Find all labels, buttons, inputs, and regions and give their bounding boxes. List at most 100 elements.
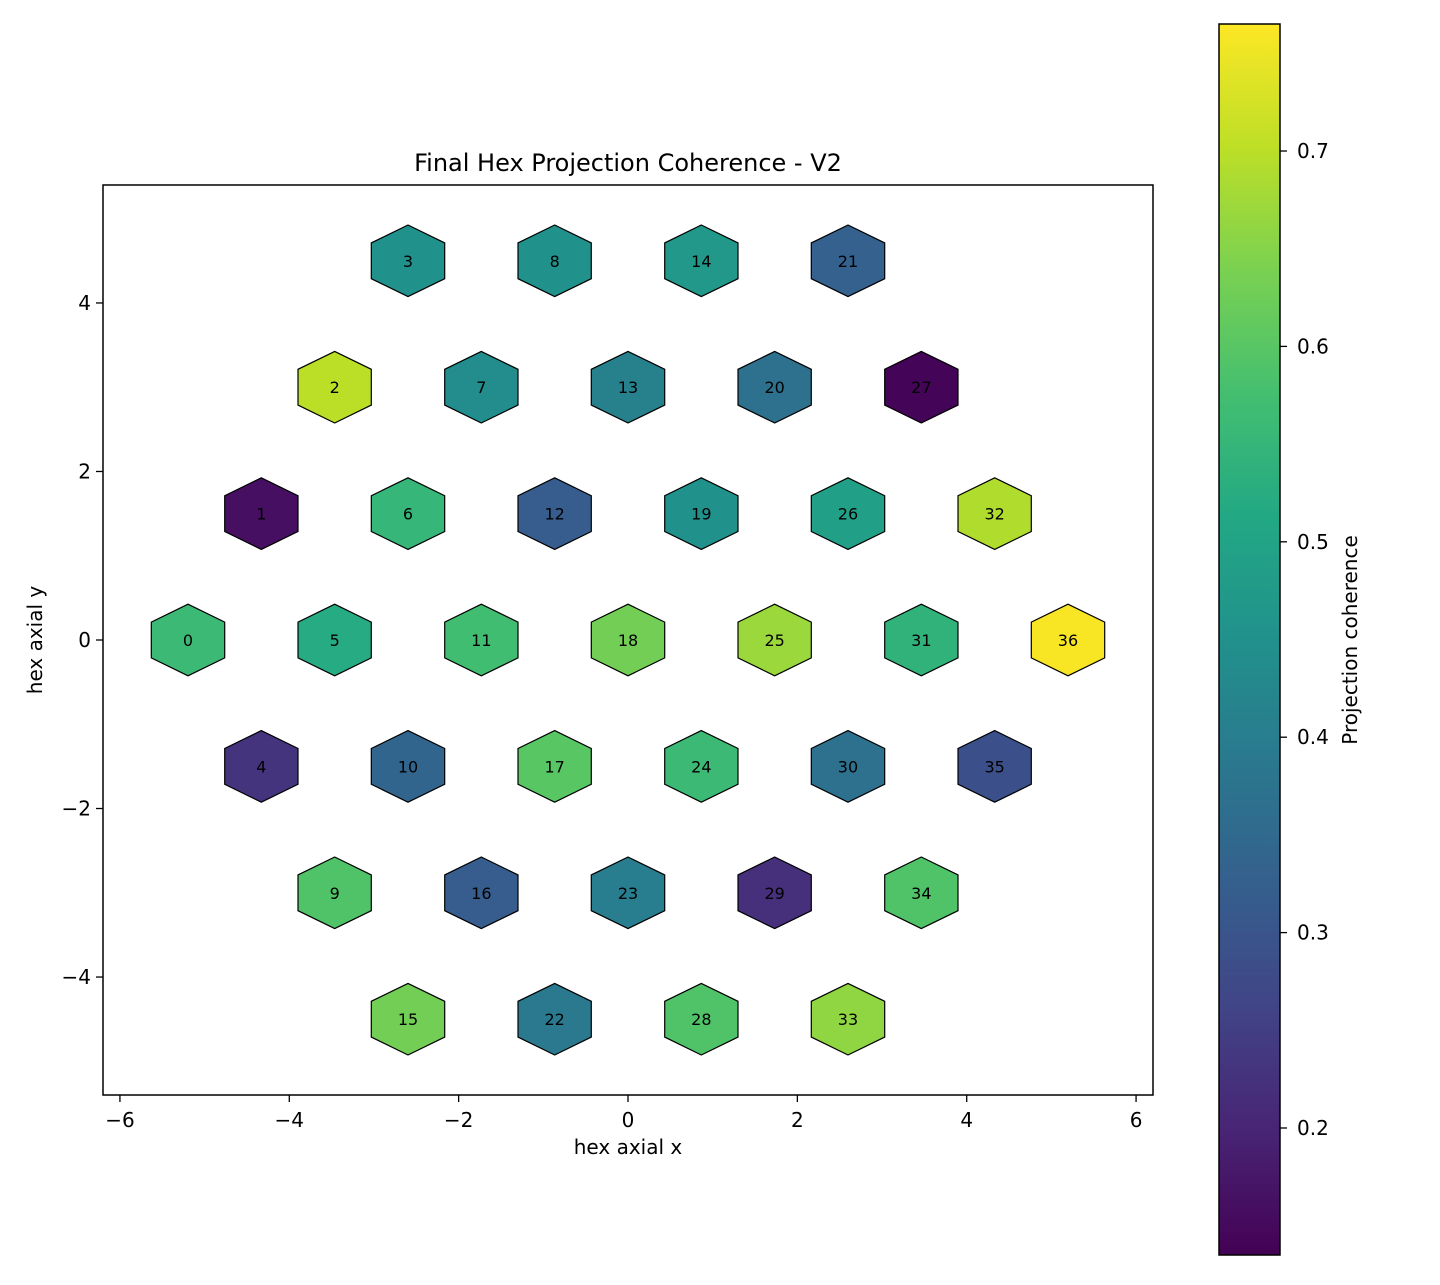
hex-cell-shape <box>590 350 666 424</box>
hex-cell-shape <box>517 224 592 298</box>
colorbar-label: Projection coherence <box>1338 535 1362 745</box>
colorbar-ticks: 0.2 0.3 0.4 0.5 0.6 0.7 <box>1280 139 1329 1140</box>
y-tick-label: 2 <box>78 459 91 483</box>
hex-cell-label: 3 <box>403 252 413 271</box>
hex-cell-shape <box>884 603 959 677</box>
hex-cell-label: 31 <box>911 631 931 650</box>
x-tick-label: −2 <box>444 1108 473 1132</box>
hex-cell-label: 33 <box>838 1010 858 1029</box>
hex-cell-shape <box>370 729 446 803</box>
hex-cell-shape <box>810 982 886 1056</box>
hex-cell-shape <box>664 729 739 803</box>
hex-cell: 15 <box>370 982 446 1056</box>
y-axis-label: hex axial y <box>23 586 47 695</box>
hex-cell: 23 <box>590 856 666 930</box>
x-tick-label: −6 <box>105 1108 134 1132</box>
hex-cell: 22 <box>517 982 592 1056</box>
hex-cell: 17 <box>517 729 592 803</box>
hex-cell-label: 22 <box>544 1010 564 1029</box>
hex-cell-shape <box>370 224 446 298</box>
hex-cell-shape <box>297 603 372 677</box>
hex-cell-shape <box>370 477 446 551</box>
hex-cell-shape <box>517 982 592 1056</box>
hex-cell: 0 <box>150 603 226 677</box>
hex-cell-label: 21 <box>838 252 858 271</box>
hex-cell-shape <box>444 856 519 930</box>
x-axis: −6 −4 −2 0 2 4 6 <box>105 1095 1142 1132</box>
hex-cell-shape <box>224 477 299 551</box>
hex-cell: 4 <box>224 729 299 803</box>
hex-cell-shape <box>810 729 886 803</box>
hex-cell: 34 <box>884 856 959 930</box>
hex-cell: 10 <box>370 729 446 803</box>
hex-cell: 1 <box>224 477 299 551</box>
colorbar-tick-label: 0.4 <box>1297 725 1329 749</box>
y-tick-label: −2 <box>62 797 91 821</box>
hex-cell: 26 <box>810 477 886 551</box>
hex-cell-label: 0 <box>183 631 193 650</box>
y-tick-label: −4 <box>62 965 91 989</box>
hex-cell-shape <box>370 982 446 1056</box>
hex-cell-label: 1 <box>256 505 266 524</box>
hex-cell: 33 <box>810 982 886 1056</box>
hex-cell-label: 6 <box>403 505 413 524</box>
hex-cell: 9 <box>297 856 372 930</box>
hex-cell: 6 <box>370 477 446 551</box>
hex-cell-shape <box>737 603 812 677</box>
hex-cell-label: 35 <box>984 757 1004 776</box>
colorbar-gradient <box>1219 24 1280 1255</box>
hex-cell-label: 15 <box>398 1010 418 1029</box>
x-axis-label: hex axial x <box>574 1135 683 1159</box>
hex-cell-label: 9 <box>330 884 340 903</box>
colorbar-tick-label: 0.2 <box>1297 1116 1329 1140</box>
x-tick-label: 2 <box>791 1108 804 1132</box>
hex-cell-label: 8 <box>550 252 560 271</box>
hex-cell-label: 26 <box>838 505 858 524</box>
hex-cell: 28 <box>664 982 739 1056</box>
hex-cell-label: 16 <box>471 884 491 903</box>
hex-cell-shape <box>664 477 739 551</box>
hex-cell-label: 30 <box>838 757 858 776</box>
colorbar: 0.2 0.3 0.4 0.5 0.6 0.7 Projection coherence <box>1218 23 1362 1256</box>
hex-cell: 3 <box>370 224 446 298</box>
hex-cell-label: 13 <box>618 378 638 397</box>
y-tick-label: 0 <box>78 628 91 652</box>
hex-cell-label: 2 <box>330 378 340 397</box>
hex-cell: 21 <box>810 224 886 298</box>
hex-cell: 7 <box>444 350 519 424</box>
hex-cell-shape <box>517 477 592 551</box>
hex-cell-label: 25 <box>764 631 784 650</box>
hex-cell-shape <box>297 856 372 930</box>
hex-cell-label: 32 <box>984 505 1004 524</box>
hex-cell-shape <box>444 350 519 424</box>
hex-cell: 25 <box>737 603 812 677</box>
hex-cell-shape <box>590 603 666 677</box>
hex-cell-label: 14 <box>691 252 711 271</box>
hex-cell-label: 36 <box>1058 631 1078 650</box>
hex-cell-label: 29 <box>764 884 784 903</box>
hex-cell-shape <box>737 350 812 424</box>
hex-cell-label: 7 <box>476 378 486 397</box>
hex-cell-shape <box>810 477 886 551</box>
hex-cell: 35 <box>957 729 1032 803</box>
hex-cell-label: 17 <box>544 757 564 776</box>
hex-cell-label: 34 <box>911 884 931 903</box>
hex-cell-label: 23 <box>618 884 638 903</box>
hex-cell: 12 <box>517 477 592 551</box>
hex-cell-label: 20 <box>764 378 784 397</box>
x-tick-label: 0 <box>622 1108 635 1132</box>
hex-cell-shape <box>957 729 1032 803</box>
y-tick-label: 4 <box>78 291 91 315</box>
colorbar-frame <box>1218 23 1281 1256</box>
colorbar-tick-label: 0.7 <box>1297 139 1329 163</box>
hex-cell-shape <box>737 856 812 930</box>
hex-cell: 2 <box>297 350 372 424</box>
hex-cell-shape <box>664 224 739 298</box>
hex-cell-shape <box>1030 603 1106 677</box>
hex-cell-label: 28 <box>691 1010 711 1029</box>
hex-cell-shape <box>590 856 666 930</box>
hex-cell-shape <box>957 477 1032 551</box>
hex-cell-label: 27 <box>911 378 931 397</box>
